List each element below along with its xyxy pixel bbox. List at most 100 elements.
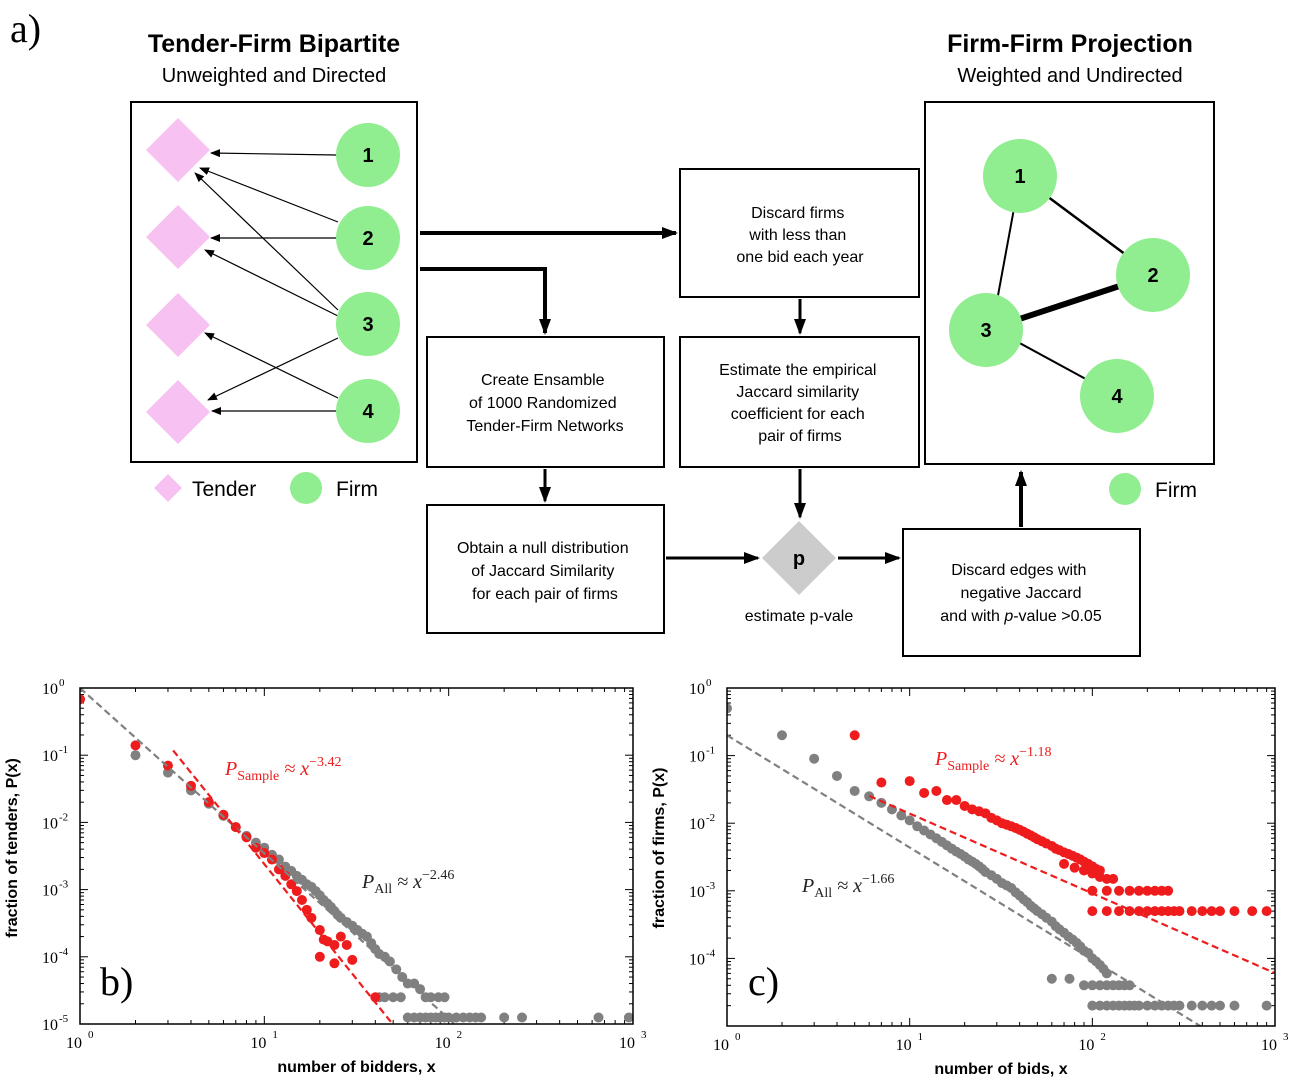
y-tick-exponent: -1 xyxy=(59,744,68,756)
data-point xyxy=(130,750,141,761)
data-point xyxy=(1087,906,1098,917)
plot-frame xyxy=(726,687,1276,1027)
panel-label: c) xyxy=(748,959,779,1004)
firm-node-label: 1 xyxy=(1014,166,1025,188)
y-tick-label: 10 xyxy=(42,748,58,765)
create-ensemble-text: Create Ensamble of 1000 Randomized Tende… xyxy=(466,372,623,435)
data-point xyxy=(1108,873,1119,884)
y-tick-label: 10 xyxy=(42,950,58,967)
data-point xyxy=(1124,885,1135,896)
y-axis-label: fraction of tenders, P(x) xyxy=(4,758,21,938)
data-point xyxy=(395,992,406,1003)
firm-node xyxy=(336,292,400,356)
firm-node-label: 1 xyxy=(362,145,373,167)
data-point xyxy=(130,740,141,751)
data-point xyxy=(1215,1000,1226,1011)
data-point xyxy=(1069,862,1080,873)
y-tick-exponent: -5 xyxy=(59,1013,69,1025)
data-point xyxy=(876,797,887,808)
data-point xyxy=(1247,906,1258,917)
x-tick-label: 10 xyxy=(435,1035,451,1052)
discard-edges-pvalue-line: and with p-value >0.05 xyxy=(940,608,1102,625)
y-tick-label: 10 xyxy=(42,815,58,832)
x-tick-exponent: 2 xyxy=(457,1029,463,1041)
y-tick-exponent: -3 xyxy=(59,879,69,891)
data-point xyxy=(1215,906,1226,917)
data-point xyxy=(1101,906,1112,917)
fit-line-sample xyxy=(172,749,394,1024)
tender-node xyxy=(146,118,210,182)
x-tick-label: 10 xyxy=(1261,1037,1277,1054)
y-tick-exponent: 0 xyxy=(706,677,712,689)
fit-line-all xyxy=(80,688,457,1024)
x-tick-exponent: 0 xyxy=(88,1029,94,1041)
data-point xyxy=(1064,973,1075,984)
tender-node xyxy=(146,380,210,444)
discard-firms-box xyxy=(679,168,920,298)
data-point xyxy=(1078,980,1089,991)
x-tick-exponent: 0 xyxy=(735,1031,741,1043)
firm-node-label: 4 xyxy=(1111,386,1123,408)
y-tick-label: 10 xyxy=(689,681,705,698)
data-point xyxy=(809,753,820,764)
firm-node xyxy=(1116,238,1190,312)
data-point xyxy=(1197,906,1208,917)
y-axis-label: fraction of firms, P(x) xyxy=(651,768,668,929)
firm-node-label: 3 xyxy=(980,320,991,342)
data-point xyxy=(593,1012,604,1023)
tender-legend-label: Tender xyxy=(192,478,256,501)
data-point xyxy=(451,1012,462,1023)
data-point xyxy=(80,694,85,705)
data-point xyxy=(1186,906,1197,917)
fit-line-sample xyxy=(868,794,1275,975)
data-point xyxy=(959,800,970,811)
data-point xyxy=(1087,1000,1098,1011)
all-fit-annotation: PAll ≈ x−1.66 xyxy=(801,872,894,901)
firm-legend-icon xyxy=(290,472,322,504)
y-tick-exponent: -3 xyxy=(706,880,716,892)
bipartite-title: Tender-Firm Bipartite xyxy=(148,30,400,58)
data-point xyxy=(341,939,352,950)
x-tick-exponent: 1 xyxy=(272,1029,278,1041)
data-point xyxy=(1149,885,1160,896)
tender-node xyxy=(146,293,210,357)
x-tick-exponent: 3 xyxy=(641,1029,647,1041)
plot-area xyxy=(727,703,1275,1026)
data-point xyxy=(1114,906,1125,917)
data-point xyxy=(306,912,317,923)
data-point xyxy=(776,730,787,741)
axis-ticks xyxy=(726,687,1276,1027)
data-point xyxy=(185,780,196,791)
panel-label: b) xyxy=(100,959,133,1004)
data-point xyxy=(1101,968,1112,979)
projection-box xyxy=(924,101,1215,465)
firm-legend-label: Firm xyxy=(336,478,378,501)
firm-node xyxy=(336,123,400,187)
firm-node-label: 3 xyxy=(362,314,373,336)
data-point xyxy=(1206,1000,1217,1011)
data-point xyxy=(203,797,214,808)
data-point xyxy=(335,931,346,942)
p-value-node xyxy=(762,521,836,595)
data-point xyxy=(1229,906,1240,917)
series-all xyxy=(727,703,1272,1011)
y-tick-exponent: -2 xyxy=(59,811,68,823)
data-point xyxy=(1174,1000,1185,1011)
firm-node xyxy=(949,293,1023,367)
data-point xyxy=(1094,1000,1105,1011)
plot-area xyxy=(80,688,633,1024)
x-tick-exponent: 1 xyxy=(918,1031,924,1043)
data-point xyxy=(849,785,860,796)
firm-node-label: 2 xyxy=(1147,265,1158,287)
panel-a-label: a) xyxy=(10,6,41,51)
data-point xyxy=(1133,1000,1144,1011)
data-point xyxy=(1261,906,1272,917)
y-tick-exponent: -1 xyxy=(706,745,715,757)
data-point xyxy=(919,787,930,798)
data-point xyxy=(1114,885,1125,896)
data-point xyxy=(1142,906,1153,917)
y-tick-label: 10 xyxy=(689,884,705,901)
bipartite-box xyxy=(130,101,418,463)
firm-node xyxy=(983,139,1057,213)
